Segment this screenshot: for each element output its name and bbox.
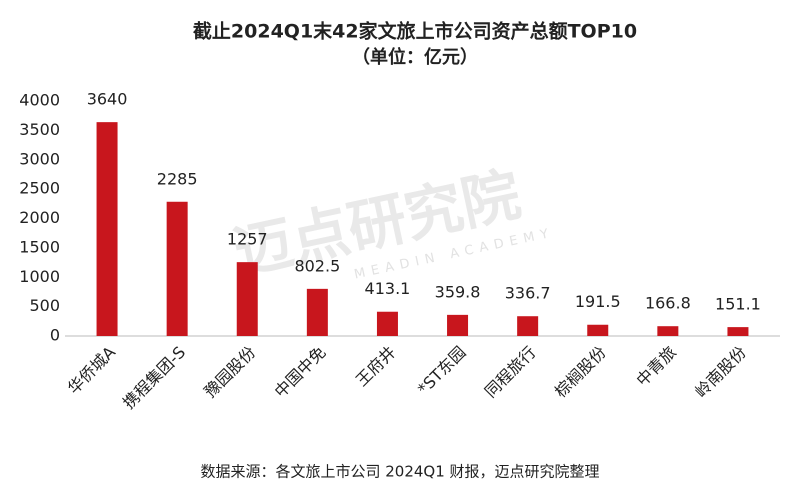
y-tick-label: 3500 xyxy=(19,120,60,139)
x-tick-label: 携程集团-S xyxy=(119,343,189,413)
x-tick-label: *ST东园 xyxy=(414,343,470,399)
source-note: 数据来源：各文旅上市公司 2024Q1 财报，迈点研究院整理 xyxy=(200,463,599,481)
value-label: 1257 xyxy=(227,230,268,249)
y-tick-label: 3000 xyxy=(19,149,60,168)
bar xyxy=(96,122,118,337)
value-label: 166.8 xyxy=(645,294,691,313)
x-tick-label: 豫园股份 xyxy=(201,343,260,402)
bar xyxy=(517,316,539,336)
y-tick-label: 1000 xyxy=(19,267,60,286)
x-tick-label: 岭南股份 xyxy=(691,343,750,402)
x-tick-label: 华侨城A xyxy=(64,343,119,398)
value-label: 2285 xyxy=(157,169,198,188)
value-label: 336.7 xyxy=(505,284,551,303)
y-tick-label: 1500 xyxy=(19,237,60,256)
value-label: 191.5 xyxy=(575,292,621,311)
bar xyxy=(306,288,328,336)
y-tick-label: 0 xyxy=(50,326,60,345)
chart-title: 截止2024Q1末42家文旅上市公司资产总额TOP10 xyxy=(193,20,637,43)
bar xyxy=(447,314,469,336)
y-tick-label: 500 xyxy=(29,296,60,315)
bar xyxy=(236,262,258,336)
bar xyxy=(376,311,398,336)
y-tick-label: 2500 xyxy=(19,179,60,198)
bar xyxy=(657,326,679,336)
value-label: 413.1 xyxy=(365,279,411,298)
bar xyxy=(727,327,749,336)
x-tick-label: 中青旅 xyxy=(632,343,679,390)
x-tick-label: 王府井 xyxy=(352,343,399,390)
value-label: 3640 xyxy=(87,90,128,109)
bar xyxy=(587,324,609,336)
chart-subtitle: （单位：亿元） xyxy=(352,46,478,68)
y-tick-label: 4000 xyxy=(19,91,60,110)
y-tick-label: 2000 xyxy=(19,208,60,227)
bar xyxy=(166,201,188,336)
x-tick-label: 棕榈股份 xyxy=(551,343,610,402)
x-tick-label: 同程旅行 xyxy=(481,343,540,402)
x-tick-label: 中国中免 xyxy=(271,343,330,402)
value-label: 359.8 xyxy=(435,282,481,301)
value-label: 802.5 xyxy=(294,256,340,275)
value-label: 151.1 xyxy=(715,295,761,314)
